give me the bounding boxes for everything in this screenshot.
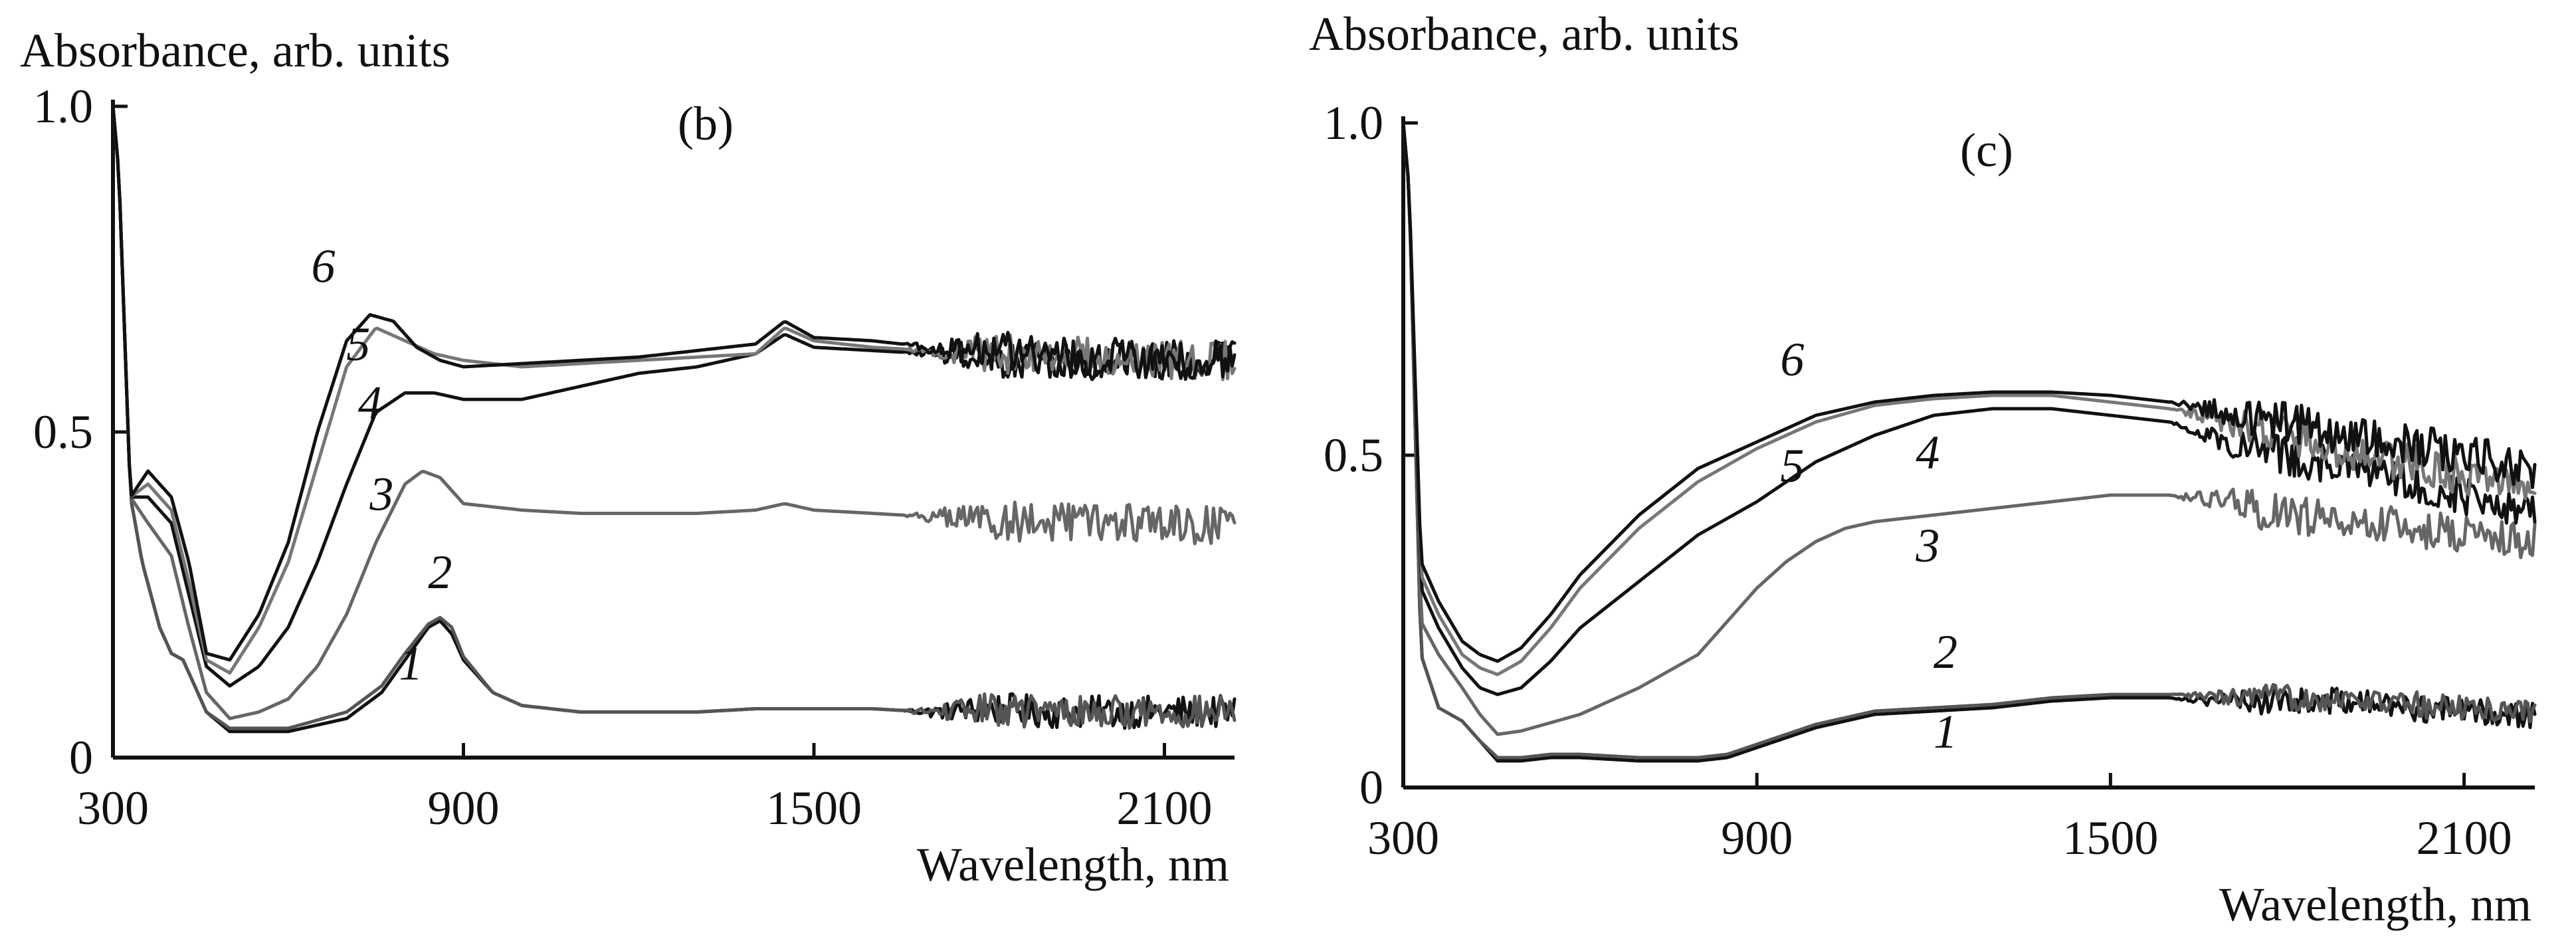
y-tick-label: 0 (1359, 761, 1383, 814)
series-line-2 (111, 104, 1237, 730)
curve-label-6: 6 (1780, 333, 1804, 386)
y-axis-label: Absorbance, arb. units (20, 24, 450, 77)
curve-label-3: 3 (369, 468, 393, 521)
series-line-4 (1401, 121, 2537, 696)
y-tick-label: 0.5 (1324, 429, 1383, 482)
curve-label-4: 4 (358, 376, 382, 429)
series-line-1 (1401, 121, 2537, 763)
y-tick-label: 0.5 (33, 405, 93, 459)
x-axis-label: Wavelength, nm (2219, 878, 2531, 931)
curve-label-2: 2 (428, 546, 452, 599)
y-tick-label: 1.0 (1324, 96, 1383, 150)
curve-label-1: 1 (399, 637, 423, 690)
x-tick-label: 2100 (1117, 782, 1213, 835)
series-line-5 (111, 104, 1237, 675)
series-line-6 (111, 104, 1237, 662)
x-tick-label: 1500 (2062, 811, 2158, 865)
panel-c: 300 900 1500 2100 0 0.5 1.0 Absorbance, arb. un… (1309, 7, 2537, 931)
curve-label-2: 2 (1933, 625, 1957, 679)
curve-label-4: 4 (1916, 426, 1939, 479)
curve-label-1: 1 (1933, 705, 1957, 758)
series-line-6 (1401, 121, 2537, 663)
y-tick-label: 1.0 (33, 80, 93, 133)
x-axis-label: Wavelength, nm (917, 838, 1229, 891)
curve-label-3: 3 (1915, 519, 1939, 572)
x-tick-label: 900 (1721, 811, 1793, 865)
series-line-3 (111, 104, 1237, 720)
x-tick-label: 2100 (2417, 811, 2512, 865)
series-line-5 (1401, 121, 2537, 677)
x-tick-label: 1500 (766, 782, 862, 835)
x-tick-label: 300 (77, 782, 149, 835)
x-tick-label: 300 (1367, 811, 1439, 865)
series-line-3 (1401, 121, 2537, 736)
panel-label: (c) (1960, 124, 2013, 177)
panel-label: (b) (678, 97, 734, 150)
x-tick-label: 900 (428, 782, 500, 835)
curve-label-5: 5 (346, 318, 370, 371)
curve-label-6: 6 (312, 240, 336, 293)
curve-label-5: 5 (1780, 439, 1804, 492)
series-line-2 (1401, 121, 2537, 760)
y-tick-label: 0 (69, 731, 93, 784)
series-line-4 (111, 104, 1237, 688)
y-axis-label: Absorbance, arb. units (1309, 7, 1739, 60)
